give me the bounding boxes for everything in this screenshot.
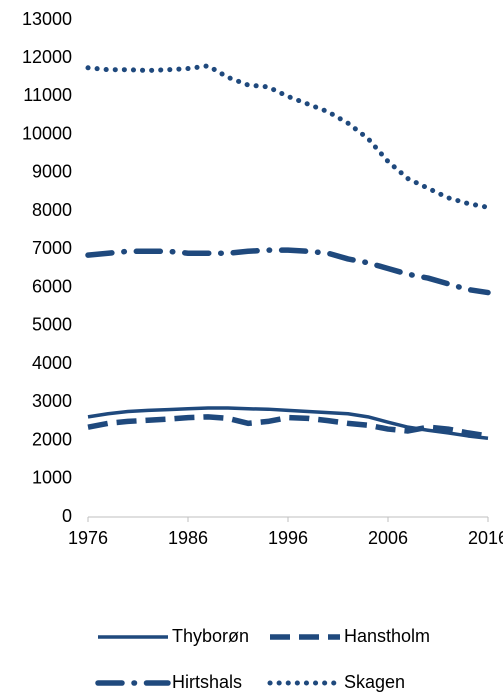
series-line <box>87 414 489 439</box>
y-tick-label: 0 <box>62 506 72 526</box>
y-tick-label: 2000 <box>32 429 72 449</box>
x-tick-label: 2006 <box>368 528 408 548</box>
y-tick-label: 9000 <box>32 162 72 182</box>
y-tick-label: 3000 <box>32 391 72 411</box>
series-line <box>85 63 491 210</box>
y-tick-label: 11000 <box>23 85 72 105</box>
series-line <box>85 247 491 296</box>
y-tick-label: 8000 <box>32 200 72 220</box>
y-tick-label: 4000 <box>32 353 72 373</box>
y-tick-label: 10000 <box>22 123 72 143</box>
y-tick-label: 5000 <box>32 315 72 335</box>
x-tick-label: 2016 <box>468 528 503 548</box>
y-tick-label: 1000 <box>32 468 72 488</box>
legend-label: Skagen <box>344 672 405 692</box>
y-tick-label: 13000 <box>22 9 72 29</box>
x-tick-label: 1976 <box>68 528 108 548</box>
series-line <box>87 406 489 440</box>
y-tick-label: 6000 <box>32 276 72 296</box>
x-tick-label: 1996 <box>268 528 308 548</box>
y-tick-label: 12000 <box>22 47 72 67</box>
x-tick-label: 1986 <box>168 528 208 548</box>
legend-label: Hanstholm <box>344 626 430 646</box>
legend-label: Hirtshals <box>172 672 242 692</box>
y-tick-label: 7000 <box>32 238 72 258</box>
legend-label: Thyborøn <box>172 626 249 646</box>
